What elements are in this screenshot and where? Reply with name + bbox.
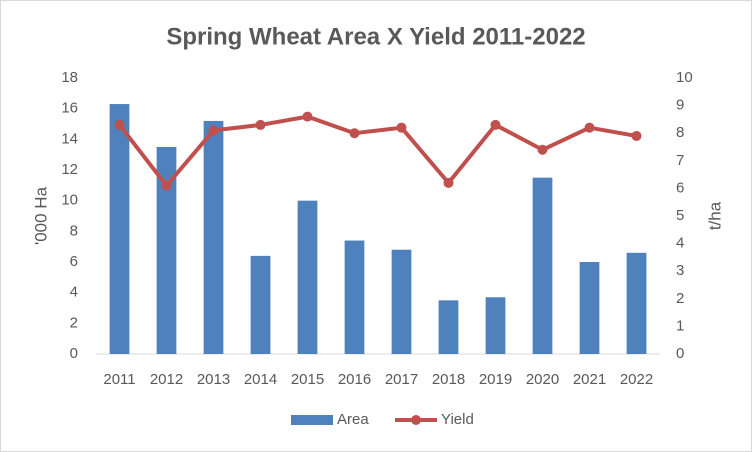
y-tick-label: 16 [61,100,78,117]
y2-tick-label: 0 [676,345,684,362]
x-tick-label: 2021 [573,371,606,388]
bar [438,300,459,354]
line-marker [302,111,313,122]
bar [579,262,600,354]
y2-tick-label: 7 [676,152,684,169]
bar [344,240,365,354]
bar [250,255,271,354]
line-marker [161,180,172,191]
y2-tick-label: 1 [676,317,684,334]
x-tick-label: 2017 [385,371,418,388]
line-marker [537,144,548,155]
legend-swatch [291,415,333,425]
y-tick-label: 0 [70,345,78,362]
line-marker [584,122,595,133]
line-marker [349,128,360,139]
bar [391,249,412,354]
line-marker [490,119,501,130]
x-tick-label: 2015 [291,371,324,388]
legend-label: Yield [441,411,474,428]
line-marker [255,119,266,130]
bar [532,177,553,354]
y-tick-label: 12 [61,161,78,178]
line-marker [208,125,219,136]
x-tick-label: 2013 [197,371,230,388]
line-marker [443,177,454,188]
y2-tick-label: 3 [676,262,684,279]
y-tick-label: 18 [61,69,78,86]
y-tick-label: 4 [70,284,78,301]
x-tick-label: 2019 [479,371,512,388]
bar [626,252,647,354]
line-marker [396,122,407,133]
bar [203,120,224,354]
x-tick-label: 2014 [244,371,277,388]
line [117,114,637,188]
y-axis-label: '000 Ha [31,186,50,245]
y2-tick-label: 2 [676,290,684,307]
line-marker [114,119,125,130]
legend-swatch [411,415,421,425]
x-tick-label: 2022 [620,371,653,388]
x-tick-label: 2011 [103,371,135,388]
y2-tick-label: 10 [676,69,693,86]
chart-title: Spring Wheat Area X Yield 2011-2022 [166,23,585,50]
bar [156,147,177,354]
line-marker [631,130,642,141]
bar [485,297,506,354]
x-tick-label: 2012 [150,371,183,388]
x-tick-label: 2016 [338,371,371,388]
bar [297,200,318,354]
y-tick-label: 14 [61,130,78,147]
y2-tick-label: 6 [676,179,684,196]
y-tick-label: 6 [70,253,78,270]
bar [109,104,130,354]
y-tick-label: 2 [70,314,78,331]
x-tick-label: 2018 [432,371,465,388]
legend-label: Area [337,411,369,428]
y2-axis-label: t/ha [705,201,724,230]
y2-tick-label: 9 [676,97,684,114]
y-tick-label: 8 [70,222,78,239]
y-tick-label: 10 [61,192,78,209]
y2-tick-label: 8 [676,124,684,141]
y2-tick-label: 4 [676,235,684,252]
x-tick-label: 2020 [526,371,559,388]
y2-tick-label: 5 [676,207,684,224]
